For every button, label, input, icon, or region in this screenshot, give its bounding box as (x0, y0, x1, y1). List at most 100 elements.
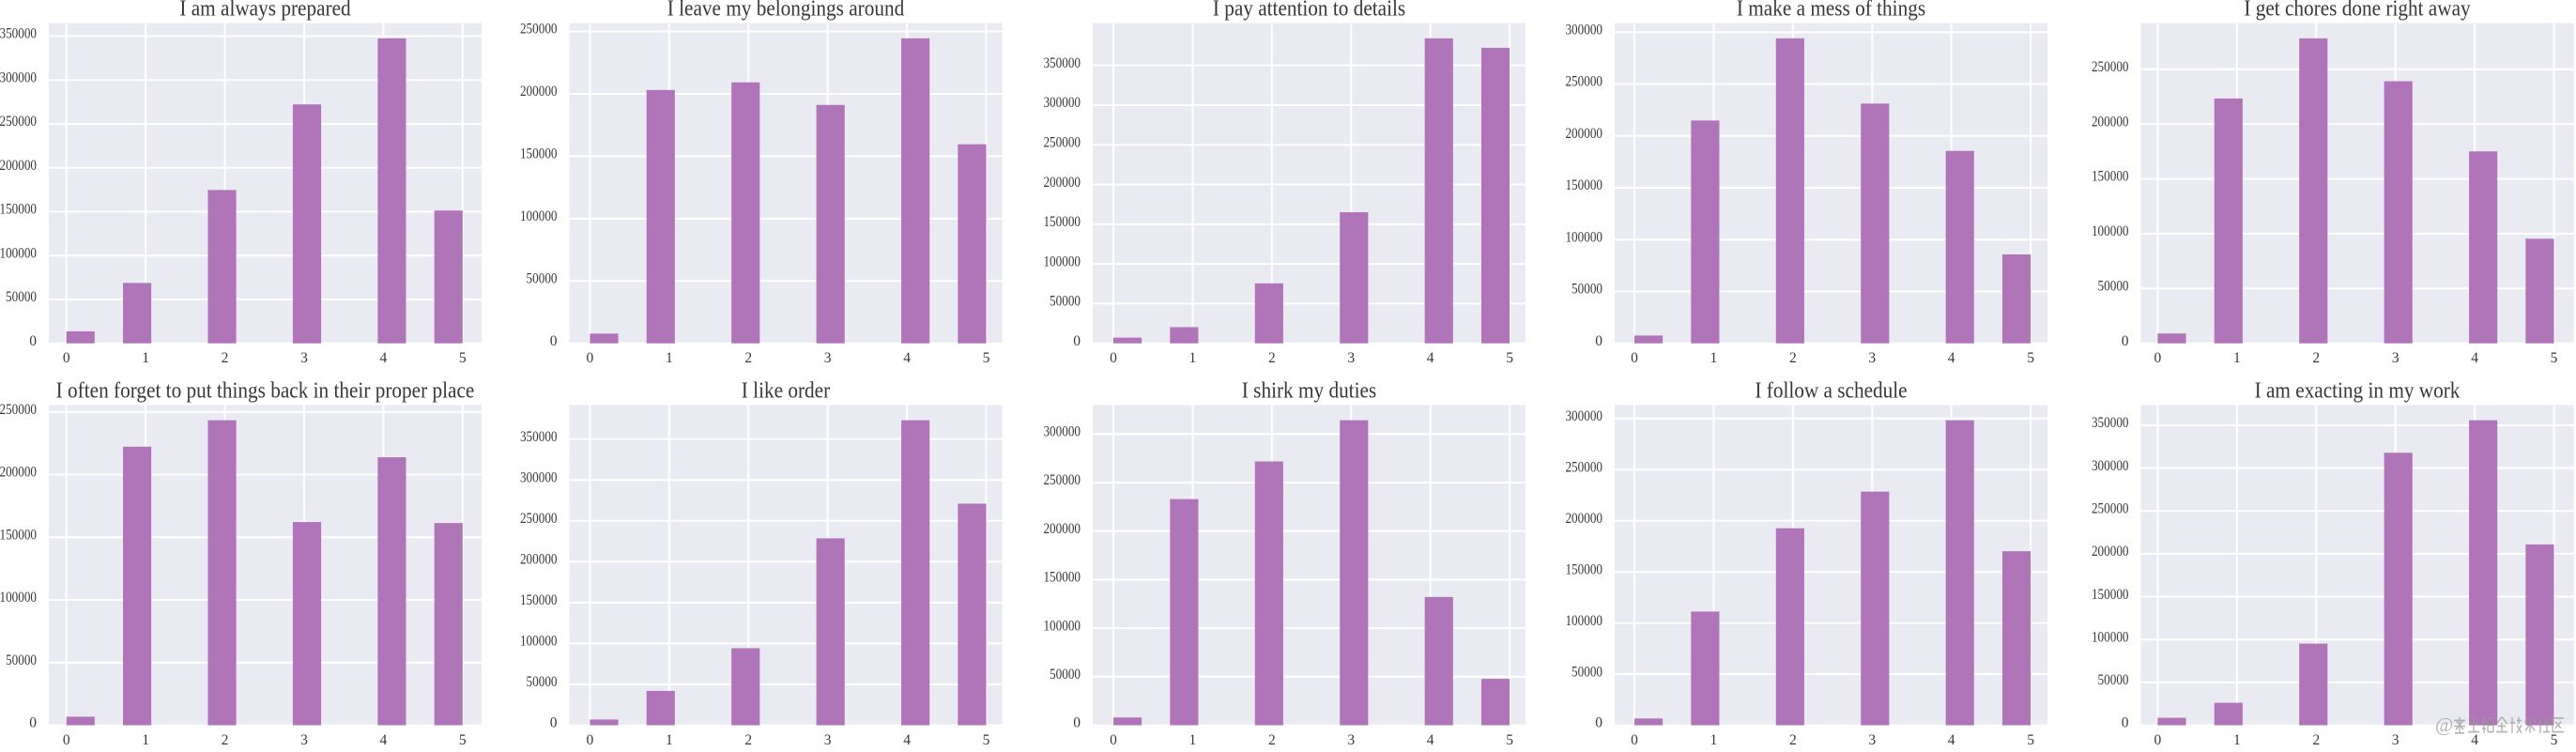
svg-text:0: 0 (63, 350, 70, 366)
svg-text:300000: 300000 (1565, 408, 1602, 424)
svg-text:4: 4 (2471, 732, 2478, 748)
svg-text:1: 1 (2233, 732, 2241, 748)
svg-text:0: 0 (1631, 350, 1638, 366)
svg-text:150000: 150000 (2092, 169, 2129, 185)
svg-text:150000: 150000 (1565, 177, 1602, 193)
svg-text:100000: 100000 (520, 634, 558, 650)
svg-text:5: 5 (459, 732, 467, 748)
svg-text:100000: 100000 (1043, 253, 1081, 269)
svg-text:100000: 100000 (1043, 618, 1081, 634)
svg-text:3: 3 (1868, 732, 1876, 748)
svg-text:3: 3 (2392, 732, 2400, 748)
svg-text:0: 0 (2122, 715, 2129, 731)
svg-text:150000: 150000 (0, 202, 37, 218)
svg-text:50000: 50000 (2098, 279, 2129, 295)
svg-text:350000: 350000 (0, 26, 37, 42)
svg-text:350000: 350000 (2092, 415, 2129, 431)
svg-text:100000: 100000 (2092, 223, 2129, 239)
svg-text:250000: 250000 (520, 511, 558, 527)
svg-text:3: 3 (824, 732, 832, 748)
svg-text:50000: 50000 (1050, 667, 1081, 683)
svg-text:2: 2 (1789, 350, 1797, 366)
svg-text:1: 1 (666, 732, 673, 748)
svg-text:4: 4 (1427, 732, 1434, 748)
svg-text:0: 0 (587, 732, 594, 748)
svg-text:0: 0 (29, 715, 37, 731)
svg-text:5: 5 (2551, 732, 2558, 748)
svg-text:200000: 200000 (520, 84, 558, 100)
svg-text:5: 5 (1506, 350, 1513, 366)
svg-text:300000: 300000 (1565, 22, 1602, 38)
svg-text:300000: 300000 (0, 69, 37, 85)
svg-text:250000: 250000 (520, 22, 558, 38)
svg-text:1: 1 (142, 732, 149, 748)
svg-text:5: 5 (983, 350, 990, 366)
svg-text:4: 4 (380, 350, 388, 366)
svg-text:I shirk my duties: I shirk my duties (1242, 378, 1376, 403)
svg-text:3: 3 (1347, 732, 1355, 748)
svg-text:50000: 50000 (1050, 294, 1081, 310)
svg-text:1: 1 (666, 350, 673, 366)
svg-text:0: 0 (550, 333, 558, 349)
svg-text:3: 3 (824, 350, 832, 366)
svg-text:100000: 100000 (2092, 629, 2129, 645)
svg-text:0: 0 (587, 350, 594, 366)
svg-text:300000: 300000 (1043, 95, 1081, 111)
svg-text:5: 5 (2027, 732, 2034, 748)
svg-text:150000: 150000 (1043, 214, 1081, 230)
svg-text:150000: 150000 (0, 527, 37, 543)
svg-text:2: 2 (1789, 732, 1797, 748)
svg-text:4: 4 (1427, 350, 1434, 366)
svg-text:200000: 200000 (1043, 175, 1081, 191)
svg-text:5: 5 (1506, 732, 1513, 748)
svg-text:1: 1 (2233, 350, 2241, 366)
svg-text:5: 5 (2551, 350, 2558, 366)
svg-text:250000: 250000 (1043, 472, 1081, 488)
svg-text:200000: 200000 (1565, 511, 1602, 527)
svg-text:150000: 150000 (1565, 561, 1602, 577)
svg-text:200000: 200000 (2092, 114, 2129, 130)
svg-text:100000: 100000 (0, 590, 37, 606)
svg-text:250000: 250000 (1565, 74, 1602, 90)
svg-text:250000: 250000 (2092, 500, 2129, 516)
svg-text:250000: 250000 (0, 402, 37, 418)
svg-text:250000: 250000 (1043, 134, 1081, 150)
svg-text:1: 1 (1189, 732, 1197, 748)
svg-text:3: 3 (1347, 350, 1355, 366)
svg-text:50000: 50000 (2098, 672, 2129, 688)
svg-text:300000: 300000 (2092, 458, 2129, 474)
svg-text:I leave my belongings around: I leave my belongings around (667, 0, 905, 22)
svg-text:1: 1 (142, 350, 149, 366)
svg-text:2: 2 (744, 350, 752, 366)
svg-text:150000: 150000 (1043, 570, 1081, 586)
svg-text:50000: 50000 (6, 652, 37, 668)
svg-text:1: 1 (1710, 350, 1718, 366)
svg-text:3: 3 (300, 350, 308, 366)
svg-text:200000: 200000 (0, 465, 37, 481)
svg-text:0: 0 (1595, 333, 1602, 349)
svg-text:3: 3 (2392, 350, 2400, 366)
svg-text:200000: 200000 (1043, 521, 1081, 537)
svg-text:200000: 200000 (2092, 544, 2129, 560)
svg-text:3: 3 (1868, 350, 1876, 366)
svg-text:I like order: I like order (742, 378, 830, 403)
svg-text:150000: 150000 (2092, 587, 2129, 603)
svg-text:100000: 100000 (1565, 229, 1602, 245)
svg-text:I often forget to put things b: I often forget to put things back in the… (56, 378, 475, 403)
svg-text:I pay attention to details: I pay attention to details (1213, 0, 1405, 22)
svg-text:250000: 250000 (0, 114, 37, 130)
svg-text:5: 5 (983, 732, 990, 748)
svg-text:0: 0 (550, 715, 558, 731)
svg-text:I make a mess of things: I make a mess of things (1737, 0, 1925, 22)
svg-text:0: 0 (1631, 732, 1638, 748)
svg-text:4: 4 (1948, 732, 1955, 748)
svg-text:250000: 250000 (2092, 59, 2129, 75)
svg-text:50000: 50000 (6, 289, 37, 305)
svg-text:50000: 50000 (1572, 282, 1602, 298)
svg-text:100000: 100000 (520, 208, 558, 224)
svg-text:2: 2 (222, 350, 229, 366)
svg-text:250000: 250000 (1565, 459, 1602, 475)
svg-text:150000: 150000 (520, 592, 558, 608)
svg-text:350000: 350000 (520, 429, 558, 445)
svg-text:3: 3 (300, 732, 308, 748)
